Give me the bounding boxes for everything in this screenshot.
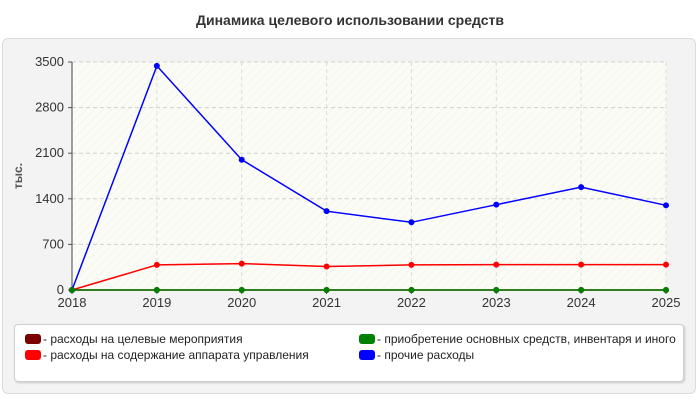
data-point bbox=[153, 62, 160, 69]
data-point bbox=[663, 287, 669, 293]
legend: - расходы на целевые мероприятия - расхо… bbox=[14, 324, 684, 382]
data-point bbox=[238, 260, 245, 267]
data-point bbox=[153, 261, 160, 268]
legend-swatch-target-events bbox=[25, 334, 41, 344]
x-tick-label: 2018 bbox=[58, 295, 87, 310]
x-tick-label: 2024 bbox=[567, 295, 596, 310]
legend-column-right: - приобретение основных средств, инвента… bbox=[359, 333, 679, 365]
data-point bbox=[323, 263, 330, 270]
data-point bbox=[153, 287, 160, 293]
plot-area bbox=[72, 62, 666, 290]
legend-item-other-expenses[interactable]: - прочие расходы bbox=[359, 349, 679, 362]
legend-swatch-fixed-assets bbox=[359, 334, 375, 344]
y-tick-label: 2100 bbox=[35, 145, 64, 160]
data-point bbox=[69, 287, 75, 293]
legend-label: - прочие расходы bbox=[377, 348, 475, 362]
legend-item-target-events[interactable]: - расходы на целевые мероприятия bbox=[25, 333, 355, 346]
y-tick-label: 1400 bbox=[35, 191, 64, 206]
legend-swatch-other-expenses bbox=[359, 350, 375, 360]
data-point bbox=[663, 202, 669, 209]
data-point bbox=[323, 208, 330, 215]
x-tick-label: 2021 bbox=[312, 295, 341, 310]
legend-label: - расходы на содержание аппарата управле… bbox=[43, 348, 309, 362]
legend-column-left: - расходы на целевые мероприятия - расхо… bbox=[25, 333, 355, 365]
data-point bbox=[578, 287, 585, 293]
series-line bbox=[71, 64, 667, 291]
x-tick-label: 2023 bbox=[482, 295, 511, 310]
data-point bbox=[238, 287, 245, 293]
data-point bbox=[238, 156, 245, 163]
legend-label: - расходы на целевые мероприятия bbox=[43, 332, 243, 346]
chart-title: Динамика целевого использовании средств bbox=[196, 12, 504, 28]
y-axis-label: тыс. bbox=[11, 163, 25, 189]
x-tick-label: 2019 bbox=[142, 295, 171, 310]
y-tick-label: 700 bbox=[42, 236, 64, 251]
y-tick-label: 3500 bbox=[35, 54, 64, 69]
data-point bbox=[663, 261, 669, 268]
y-tick-label: 2800 bbox=[35, 100, 64, 115]
series-line bbox=[71, 262, 666, 291]
data-point bbox=[493, 261, 500, 268]
data-point bbox=[493, 287, 500, 293]
data-point bbox=[323, 287, 330, 293]
data-point bbox=[578, 261, 585, 268]
x-tick-label: 2022 bbox=[397, 295, 426, 310]
legend-item-management-costs[interactable]: - расходы на содержание аппарата управле… bbox=[25, 349, 355, 362]
y-tick-label: 0 bbox=[57, 282, 64, 297]
x-tick-label: 2020 bbox=[227, 295, 256, 310]
data-point bbox=[408, 219, 415, 226]
data-point bbox=[408, 261, 415, 268]
legend-swatch-management-costs bbox=[25, 350, 41, 360]
legend-item-fixed-assets[interactable]: - приобретение основных средств, инвента… bbox=[359, 333, 679, 346]
data-point bbox=[408, 287, 415, 293]
x-tick-label: 2025 bbox=[652, 295, 681, 310]
data-point bbox=[578, 184, 585, 191]
data-point bbox=[493, 201, 500, 208]
legend-label: - приобретение основных средств, инвента… bbox=[377, 332, 676, 346]
